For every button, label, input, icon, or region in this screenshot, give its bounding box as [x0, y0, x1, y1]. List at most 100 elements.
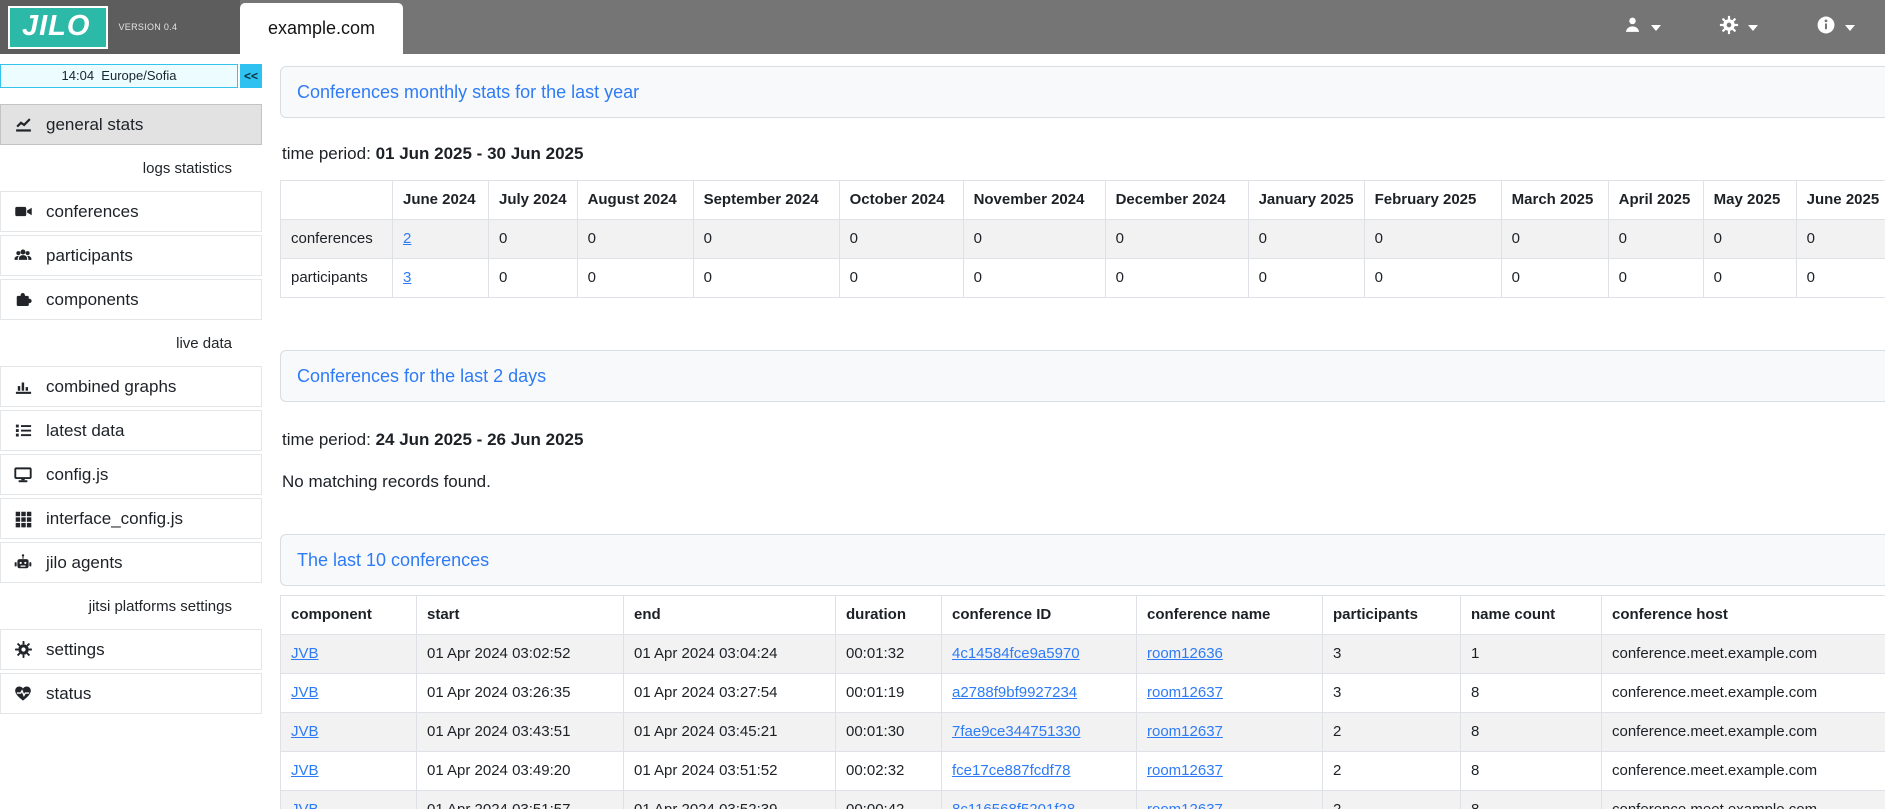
monthly-value-link[interactable]: 3: [403, 269, 412, 286]
monthly-value-cell: 0: [1702, 219, 1797, 259]
user-icon: [1623, 15, 1642, 39]
sidebar-item-combined-graphs[interactable]: combined graphs: [0, 366, 262, 407]
sidebar-item-participants[interactable]: participants: [0, 235, 262, 276]
last10-cell-conference_name: room12637: [1136, 751, 1323, 791]
monthly-column-header: September 2024: [692, 180, 840, 220]
monthly-value-cell: 0: [1363, 258, 1502, 298]
monthly-stats-table: June 2024 July 2024 August 2024 September 2…: [280, 180, 1885, 298]
last10-cell-end: 01 Apr 2024 03:04:24: [623, 634, 836, 674]
sidebar-item-label: settings: [46, 639, 105, 659]
component-link[interactable]: JVB: [291, 684, 319, 701]
last10-cell-start: 01 Apr 2024 03:02:52: [416, 634, 624, 674]
monthly-column-header: December 2024: [1104, 180, 1249, 220]
user-menu-button[interactable]: [1623, 15, 1661, 39]
sidebar-item-label: components: [46, 289, 139, 309]
timezone-clock: 14:04 Europe/Sofia: [0, 64, 238, 88]
monthly-column-header: July 2024: [488, 180, 578, 220]
sidebar-item-conferences[interactable]: conferences: [0, 191, 262, 232]
last-10-conferences-table: component start end duration conference ID co…: [280, 595, 1885, 809]
last10-cell-end: 01 Apr 2024 03:51:52: [623, 751, 836, 791]
last10-cell-component: JVB: [280, 634, 417, 674]
table-row: JVB 01 Apr 2024 03:02:52 01 Apr 2024 03:04…: [280, 634, 1885, 674]
conference_id-link[interactable]: 8c116568f5201f28: [952, 801, 1075, 809]
conference_name-link[interactable]: room12637: [1147, 801, 1223, 809]
conference_name-link[interactable]: room12637: [1147, 684, 1223, 701]
conference_name-link[interactable]: room12637: [1147, 723, 1223, 740]
sidebar-item-config-js[interactable]: config.js: [0, 454, 262, 495]
video-camera-icon: [13, 202, 33, 221]
conference_id-link[interactable]: fce17ce887fcdf78: [952, 762, 1071, 779]
last10-cell-duration: 00:00:42: [835, 790, 942, 809]
conference_name-link[interactable]: room12636: [1147, 645, 1223, 662]
conference_id-link[interactable]: 4c14584fce9a5970: [952, 645, 1080, 662]
last10-cell-conference_id: a2788f9bf9927234: [941, 673, 1137, 713]
sidebar: 14:04 Europe/Sofia << general stats logs…: [0, 54, 262, 717]
sidebar-item-components[interactable]: components: [0, 279, 262, 320]
sidebar-item-label: jilo agents: [46, 552, 123, 572]
last10-cell-conference_name: room12637: [1136, 712, 1323, 752]
sidebar-item-latest-data[interactable]: latest data: [0, 410, 262, 451]
monthly-column-header: March 2025: [1500, 180, 1609, 220]
last10-table-head-row: component start end duration conference ID co…: [280, 595, 1885, 635]
version-label: VERSION 0.4: [118, 22, 178, 32]
monthly-stats-card-title[interactable]: Conferences monthly stats for the last y…: [280, 66, 1885, 118]
monthly-value-cell: 0: [1247, 219, 1365, 259]
sidebar-item-settings[interactable]: settings: [0, 629, 262, 670]
sidebar-item-label: config.js: [46, 464, 109, 484]
conference_id-link[interactable]: 7fae9ce344751330: [952, 723, 1081, 740]
component-link[interactable]: JVB: [291, 801, 319, 809]
table-row: JVB 01 Apr 2024 03:49:20 01 Apr 2024 03:51…: [280, 751, 1885, 791]
sidebar-item-status[interactable]: status: [0, 673, 262, 714]
sidebar-collapse-button[interactable]: <<: [240, 64, 262, 88]
monthly-column-header: June 2024: [392, 180, 489, 220]
component-link[interactable]: JVB: [291, 723, 319, 740]
last10-column-header: conference host: [1601, 595, 1885, 635]
monthly-column-header: June 2025: [1795, 180, 1885, 220]
app-logo: JILO: [8, 5, 109, 49]
chevron-down-icon: [1748, 18, 1758, 36]
time-period-value: 01 Jun 2025 - 30 Jun 2025: [375, 144, 584, 163]
table-row: JVB 01 Apr 2024 03:51:5701 Apr 2024 03:52…: [280, 790, 1885, 809]
monthly-value-cell: 0: [1247, 258, 1365, 298]
last10-column-header: participants: [1322, 595, 1461, 635]
sidebar-item-label: status: [46, 683, 92, 703]
robot-icon: [13, 553, 33, 572]
monthly-value-cell: 0: [576, 219, 694, 259]
monthly-column-header: November 2024: [962, 180, 1106, 220]
users-icon: [13, 246, 33, 265]
last10-cell-participants: 2: [1322, 712, 1461, 752]
section-title-link[interactable]: The last 10 conferences: [297, 550, 490, 570]
conference_name-link[interactable]: room12637: [1147, 762, 1223, 779]
last10-cell-name_count: 8: [1460, 712, 1602, 752]
sidebar-section-live-data: live data: [176, 335, 232, 352]
sidebar-item-general-stats[interactable]: general stats: [0, 104, 262, 145]
time-period-label: time period:: [282, 144, 371, 163]
monthly-value-cell: 0: [1702, 258, 1797, 298]
section-title-link[interactable]: Conferences monthly stats for the last y…: [297, 82, 640, 102]
last-2-days-card-title[interactable]: Conferences for the last 2 days: [280, 350, 1885, 402]
settings-menu-button[interactable]: [1719, 15, 1758, 40]
last10-cell-end: 01 Apr 2024 03:27:54: [623, 673, 836, 713]
sidebar-item-interface-config-js[interactable]: interface_config.js: [0, 498, 262, 539]
section-title-link[interactable]: Conferences for the last 2 days: [297, 366, 547, 386]
last10-cell-component: JVB: [280, 673, 417, 713]
chevron-down-icon: [1845, 18, 1855, 36]
last10-cell-duration: 00:01:19: [835, 673, 942, 713]
info-menu-button[interactable]: [1816, 15, 1855, 40]
conference_id-link[interactable]: a2788f9bf9927234: [952, 684, 1078, 701]
monthly-value-cell: 0: [1607, 219, 1704, 259]
last-10-conferences-card-title[interactable]: The last 10 conferences: [280, 534, 1885, 586]
info-icon: [1816, 15, 1836, 40]
last10-cell-start: 01 Apr 2024 03:26:35: [416, 673, 624, 713]
sidebar-nav: general stats logs statistics conference…: [0, 104, 262, 714]
component-link[interactable]: JVB: [291, 762, 319, 779]
tab-example-com[interactable]: example.com: [240, 3, 404, 54]
component-link[interactable]: JVB: [291, 645, 319, 662]
heart-pulse-icon: [13, 684, 33, 703]
sidebar-item-jilo-agents[interactable]: jilo agents: [0, 542, 262, 583]
last10-cell-duration: 00:02:32: [835, 751, 942, 791]
monthly-value-link[interactable]: 2: [403, 230, 412, 247]
last10-cell-duration: 00:01:32: [835, 634, 942, 674]
last10-cell-participants: 3: [1322, 673, 1461, 713]
last10-cell-conference_host: conference.meet.example.com: [1601, 712, 1885, 752]
